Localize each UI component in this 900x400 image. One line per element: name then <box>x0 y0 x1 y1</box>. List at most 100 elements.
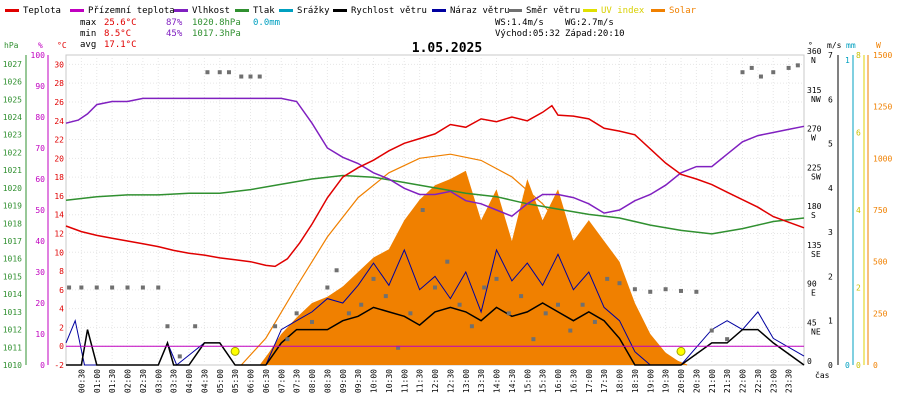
direction-tick: 180 <box>807 202 822 211</box>
humidity-tick: 100 <box>31 51 46 60</box>
wind-direction-point <box>469 324 474 329</box>
wind-direction-point <box>408 311 413 316</box>
temperature-line <box>65 104 805 268</box>
pressure-tick: 1015 <box>3 272 22 281</box>
wind-direction-point <box>519 294 524 299</box>
solar-tick: 250 <box>873 309 888 318</box>
stat-min-press: 1017.3hPa <box>192 29 241 39</box>
temp-tick: -2 <box>54 361 64 370</box>
temp-tick: 8 <box>59 267 64 276</box>
direction-tick: 270 <box>807 125 822 134</box>
temp-tick: 0 <box>59 342 64 351</box>
legend-item-srazky: Srážky <box>279 6 330 16</box>
x-tick: 22:30 <box>754 369 763 393</box>
svg-text:Srážky: Srážky <box>297 6 330 16</box>
direction-label: W <box>811 134 816 143</box>
x-tick: 11:00 <box>400 369 409 393</box>
pressure-tick: 1017 <box>3 237 22 246</box>
humidity-tick: 20 <box>35 299 45 308</box>
pressure-tick: 1013 <box>3 308 22 317</box>
pressure-tick: 1011 <box>3 343 22 352</box>
wind-direction-point <box>110 285 115 290</box>
wind-tick: 5 <box>828 140 833 149</box>
humidity-tick: 10 <box>35 330 45 339</box>
rain-tick: 0 <box>845 361 850 370</box>
legend-item-uv-index: UV index <box>583 6 645 16</box>
stat-avg-label: avg <box>80 40 96 50</box>
x-tick: 10:00 <box>370 369 379 393</box>
stat-max-temp: 25.6°C <box>104 18 137 28</box>
svg-text:Vlhkost: Vlhkost <box>192 6 230 16</box>
pressure-tick: 1018 <box>3 219 22 228</box>
direction-label: N <box>811 56 816 65</box>
wind-tick: 4 <box>828 184 833 193</box>
x-tick: 02:00 <box>124 369 133 393</box>
wind-direction-point <box>556 302 560 307</box>
wind-direction-point <box>457 302 462 307</box>
wind-direction-point <box>67 285 72 290</box>
pressure-tick: 1022 <box>3 148 22 157</box>
wind-direction-point <box>217 70 222 75</box>
wind-direction-point <box>786 65 791 70</box>
humidity-tick: 80 <box>35 113 45 122</box>
wind-tick: 1 <box>828 317 833 326</box>
pressure-tick: 1020 <box>3 184 22 193</box>
wind-direction-point <box>205 70 210 75</box>
wind-direction-point <box>679 288 683 293</box>
wind-direction-point <box>580 302 585 307</box>
wind-direction-point <box>325 285 330 290</box>
temp-tick: 6 <box>59 286 64 295</box>
wind-direction-point <box>140 285 145 290</box>
solar-tick: 750 <box>873 206 888 215</box>
legend-item-vlhkost: Vlhkost <box>174 6 230 16</box>
temp-tick: 20 <box>54 154 64 163</box>
x-tick: 03:30 <box>170 369 179 393</box>
svg-text:Solar: Solar <box>669 6 697 16</box>
x-tick: 05:00 <box>216 369 225 393</box>
x-tick: 23:30 <box>785 369 794 393</box>
wind-direction-point <box>506 311 511 316</box>
pressure-tick: 1016 <box>3 255 22 264</box>
wind-direction-point <box>79 285 84 290</box>
solar-tick: 1250 <box>873 103 892 112</box>
wind-tick: 2 <box>828 272 833 281</box>
legend-item-teplota: Teplota <box>5 6 61 16</box>
x-tick: 08:30 <box>323 369 332 393</box>
direction-label: SE <box>811 250 821 259</box>
x-tick: 21:30 <box>723 369 732 393</box>
wind-direction-point <box>285 337 290 342</box>
svg-text:Teplota: Teplota <box>23 6 61 16</box>
pressure-tick: 1019 <box>3 202 22 211</box>
stat-max-label: max <box>80 18 97 28</box>
humidity-tick: 40 <box>35 237 45 246</box>
humidity-line <box>65 97 805 218</box>
wind-direction-point <box>257 74 262 79</box>
x-tick: 12:30 <box>446 369 455 393</box>
wind-direction-point <box>568 328 573 333</box>
wind-direction-point <box>617 281 622 286</box>
wind-direction-point <box>94 285 99 290</box>
humidity-tick: 70 <box>35 144 45 153</box>
x-tick: 07:00 <box>277 369 286 393</box>
humidity-tick: 30 <box>35 268 45 277</box>
temp-tick: 12 <box>54 229 64 238</box>
x-tick: 01:00 <box>93 369 102 393</box>
svg-text:UV index: UV index <box>601 6 645 16</box>
wind-direction-point <box>239 74 244 79</box>
x-tick: 14:00 <box>493 369 502 393</box>
wind-direction-point <box>531 337 536 342</box>
x-tick: 07:30 <box>293 369 302 393</box>
uv-tick: 2 <box>856 284 861 293</box>
wind-direction-point <box>359 302 364 307</box>
wind-direction-point <box>663 287 668 292</box>
wind-direction-point <box>632 287 637 292</box>
x-tick: 14:30 <box>508 369 517 393</box>
direction-label: E <box>811 289 816 298</box>
stat-max-hum: 87% <box>166 18 183 28</box>
right-axes: 360N315NW270W225SW180S135SE90E45NE076543… <box>807 47 892 370</box>
wind-tick: 6 <box>828 95 833 104</box>
wind-speed-line <box>66 302 805 366</box>
uv-tick: 0 <box>856 361 861 370</box>
temp-tick: 18 <box>54 173 64 182</box>
rain-unit: mm <box>846 41 856 50</box>
